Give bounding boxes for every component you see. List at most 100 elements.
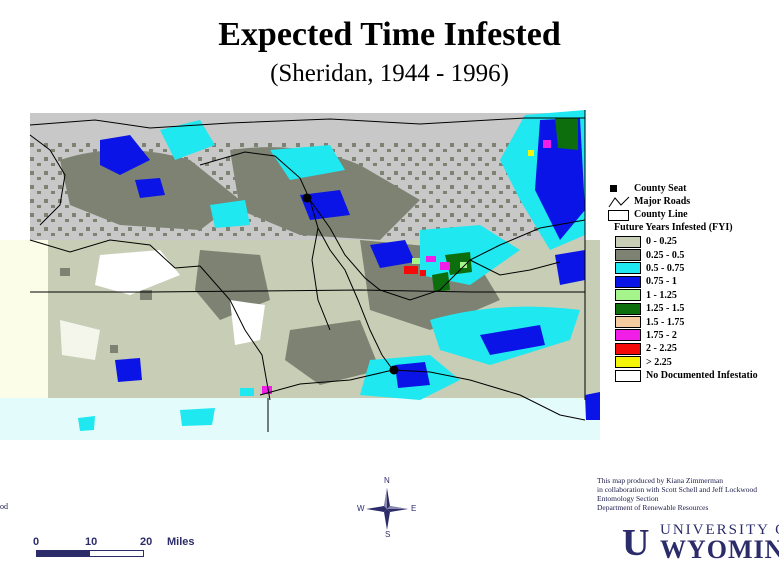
legend-class-row: 1 - 1.25	[615, 289, 779, 302]
legend-class-row: 1.5 - 1.75	[615, 315, 779, 329]
class-patch	[460, 262, 467, 268]
class-patch	[300, 190, 350, 220]
legend-class-row: > 2.25	[615, 356, 779, 369]
class-patch	[135, 178, 165, 198]
legend-class-row: 1.25 - 1.5	[615, 302, 779, 315]
compass-w: W	[357, 504, 365, 513]
map-title: Expected Time Infested	[218, 16, 561, 53]
credit-line: This map produced by Kiana Zimmerman	[597, 476, 724, 485]
class-patch	[140, 290, 152, 300]
legend-class-label: 0.25 - 0.5	[646, 249, 685, 261]
county-seat-icon	[608, 183, 630, 195]
scale-tick: 20	[140, 536, 153, 548]
legend-class-row: 1.75 - 2	[615, 329, 779, 342]
map-credit: This map produced by Kiana Zimmerman in …	[597, 476, 779, 512]
class-patch	[395, 362, 430, 388]
compass-rose-icon	[366, 488, 408, 530]
major-road	[311, 227, 331, 331]
lower-band	[0, 398, 600, 440]
class-patch	[426, 256, 436, 262]
class-patch	[404, 266, 418, 274]
class-patch	[110, 345, 118, 353]
logo-mark: U	[622, 522, 650, 563]
legend-swatch	[615, 316, 641, 329]
legend-class-label: 0.5 - 0.75	[646, 262, 685, 274]
logo-wyoming-text: WYOMING	[660, 535, 779, 563]
class-patch	[180, 408, 215, 426]
class-patch	[585, 392, 600, 420]
class-patch	[195, 250, 270, 320]
county-line	[29, 117, 585, 129]
logo-university-text: UNIVERSITY OF	[660, 522, 779, 538]
no-infestation-patch	[95, 250, 180, 295]
major-road	[309, 199, 586, 301]
class-patch	[78, 416, 95, 431]
major-road	[259, 369, 394, 396]
class-patch	[432, 272, 450, 292]
scale-tick: 10	[85, 536, 98, 548]
credit-line: in collaboration with Scott Schell and J…	[597, 485, 758, 494]
legend-swatch	[615, 356, 641, 369]
class-patch	[480, 325, 545, 355]
legend-class-label: 1.75 - 2	[646, 329, 677, 341]
legend-swatch	[615, 329, 641, 342]
class-patch	[543, 140, 551, 148]
class-patch	[240, 388, 254, 396]
legend-class-label: 2 - 2.25	[646, 343, 677, 355]
county-line	[30, 289, 585, 293]
legend-swatch	[615, 275, 641, 288]
compass-s: S	[385, 530, 391, 539]
legend-class-row: 0.5 - 0.75	[615, 262, 779, 275]
legend-class-label: 1.25 - 1.5	[646, 303, 685, 315]
class-patch	[285, 320, 380, 385]
credit-line: Entomology Section	[597, 494, 659, 503]
compass-e: E	[411, 504, 417, 513]
map-legend: County Seat Major Roads County Line Futu…	[608, 182, 779, 382]
legend-label: Major Roads	[634, 196, 691, 207]
legend-swatch	[615, 235, 641, 248]
class-patch	[270, 145, 345, 180]
legend-class-label: 0 - 0.25	[646, 236, 677, 248]
legend-county-seat: County Seat	[608, 182, 779, 195]
class-patch	[528, 150, 534, 156]
class-patch	[555, 118, 578, 150]
legend-class-label: 1 - 1.25	[646, 289, 677, 301]
class-patch	[100, 135, 150, 175]
no-infestation-patch	[60, 320, 100, 360]
north-arrow: N S E W	[356, 476, 418, 540]
class-patch	[262, 386, 272, 394]
class-patch	[412, 258, 420, 264]
county-seat-marker	[389, 365, 399, 375]
credit-line: Department of Renewable Resources	[597, 503, 709, 512]
scale-graphic	[36, 550, 144, 557]
edge-text: od	[0, 502, 8, 511]
class-patch	[60, 268, 70, 276]
map-subtitle: (Sheridan, 1944 - 1996)	[270, 60, 509, 87]
scale-units: Miles	[167, 536, 195, 548]
class-patch	[160, 120, 215, 160]
major-roads-icon	[608, 196, 630, 208]
university-logo: U UNIVERSITY OF WYOMING	[620, 520, 779, 563]
legend-label: County Line	[634, 209, 688, 220]
major-road	[392, 369, 586, 421]
legend-swatch	[615, 289, 641, 302]
class-patch	[115, 358, 142, 382]
legend-county-line: County Line	[608, 208, 779, 221]
class-patch	[555, 250, 585, 285]
county-seat-marker	[302, 193, 312, 203]
infestation-map	[0, 110, 600, 440]
class-patch	[420, 270, 426, 276]
legend-swatch	[615, 302, 641, 315]
legend-swatch	[615, 262, 641, 275]
county-line	[29, 239, 201, 269]
legend-label: County Seat	[634, 183, 687, 194]
legend-class-row: 2 - 2.25	[615, 342, 779, 355]
legend-swatch	[615, 249, 641, 262]
compass-n: N	[384, 476, 390, 485]
legend-major-roads: Major Roads	[608, 195, 779, 208]
class-patch	[445, 252, 472, 275]
legend-class-label: > 2.25	[646, 356, 672, 368]
legend-class-row: No Documented Infestatio	[615, 369, 779, 382]
major-road	[469, 259, 561, 276]
